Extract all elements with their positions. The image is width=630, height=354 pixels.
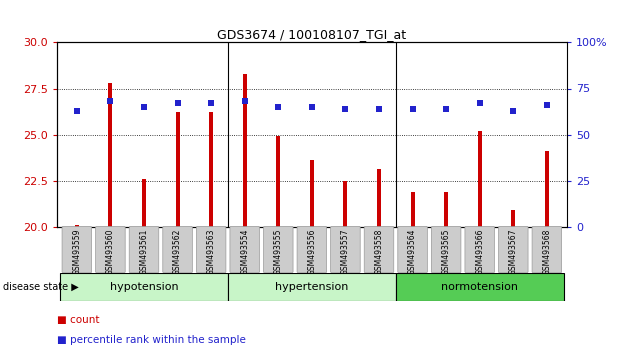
Bar [377,170,381,227]
Text: GSM493555: GSM493555 [274,229,283,275]
FancyBboxPatch shape [297,227,326,273]
Text: hypertension: hypertension [275,282,348,292]
Text: GSM493566: GSM493566 [475,229,484,275]
Bar [209,113,213,227]
FancyBboxPatch shape [163,227,192,273]
Bar [243,74,247,227]
Bar [512,210,515,227]
Bar [310,160,314,227]
FancyBboxPatch shape [498,227,528,273]
Bar [444,192,448,227]
FancyBboxPatch shape [230,227,260,273]
Bar [411,192,415,227]
FancyBboxPatch shape [197,227,226,273]
Text: GSM493568: GSM493568 [542,229,551,275]
Text: GSM493567: GSM493567 [509,229,518,275]
FancyBboxPatch shape [129,227,159,273]
FancyBboxPatch shape [432,227,461,273]
Bar [277,136,280,227]
Text: GSM493564: GSM493564 [408,229,417,275]
Text: GSM493557: GSM493557 [341,229,350,275]
Text: GSM493559: GSM493559 [72,229,81,275]
Text: ■ percentile rank within the sample: ■ percentile rank within the sample [57,335,246,344]
Text: hypotension: hypotension [110,282,178,292]
Title: GDS3674 / 100108107_TGI_at: GDS3674 / 100108107_TGI_at [217,28,406,41]
FancyBboxPatch shape [96,227,125,273]
FancyBboxPatch shape [465,227,495,273]
Text: GSM493561: GSM493561 [139,229,149,275]
FancyBboxPatch shape [228,273,396,301]
FancyBboxPatch shape [398,227,427,273]
FancyBboxPatch shape [60,273,228,301]
Text: GSM493554: GSM493554 [240,229,249,275]
Text: normotension: normotension [441,282,518,292]
Bar [142,179,146,227]
Text: GSM493563: GSM493563 [207,229,215,275]
Bar [343,181,347,227]
Text: GSM493556: GSM493556 [307,229,316,275]
Text: GSM493565: GSM493565 [442,229,450,275]
Bar [545,151,549,227]
Text: disease state ▶: disease state ▶ [3,282,79,292]
Text: GSM493560: GSM493560 [106,229,115,275]
FancyBboxPatch shape [532,227,561,273]
Bar [108,83,112,227]
Text: GSM493562: GSM493562 [173,229,182,275]
Bar [478,131,482,227]
Text: ■ count: ■ count [57,315,99,325]
Bar [176,113,180,227]
FancyBboxPatch shape [364,227,394,273]
Text: GSM493558: GSM493558 [374,229,384,275]
FancyBboxPatch shape [263,227,293,273]
Bar [75,225,79,227]
FancyBboxPatch shape [396,273,564,301]
FancyBboxPatch shape [331,227,360,273]
FancyBboxPatch shape [62,227,91,273]
